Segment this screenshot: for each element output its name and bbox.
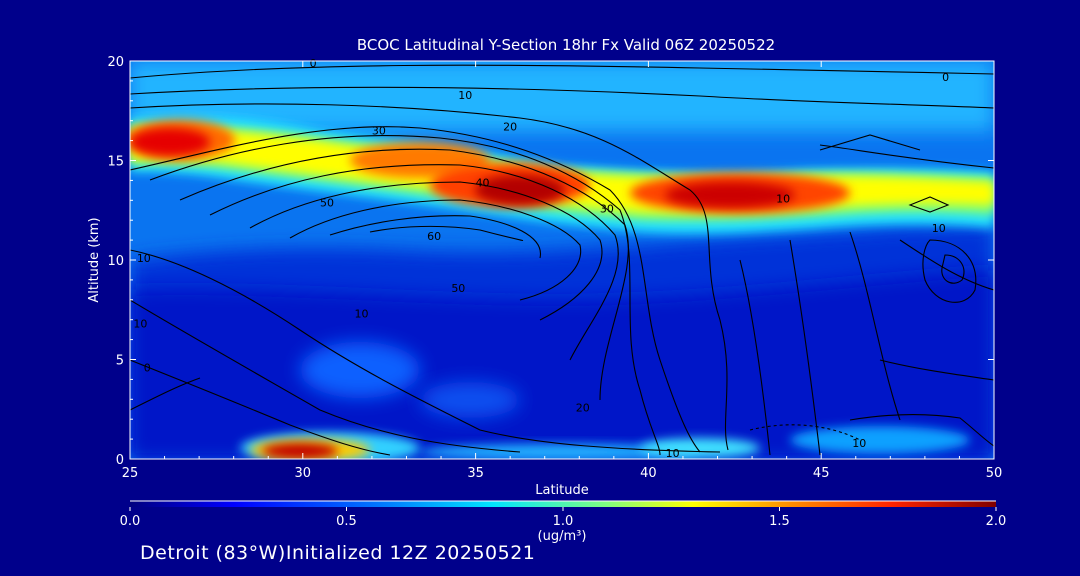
contour-label: 60	[427, 230, 441, 243]
run-info-footer: Detroit (83°W)Initialized 12Z 20250521	[140, 542, 536, 564]
y-tick-label: 0	[116, 453, 124, 468]
contour-label: 10	[133, 318, 147, 331]
contour-label: 0	[310, 57, 317, 70]
contour-label: 20	[576, 401, 590, 414]
contour-label: 10	[666, 447, 680, 460]
x-axis-label: Latitude	[535, 483, 589, 498]
x-tick-label: 35	[467, 466, 484, 481]
y-axis-label: Altitude (km)	[87, 217, 102, 302]
contour-label: 0	[942, 71, 949, 84]
contour-label: 10	[137, 252, 151, 265]
contour-label: 0	[144, 361, 151, 374]
contour-label: 30	[600, 202, 614, 215]
x-tick-label: 50	[986, 466, 1003, 481]
y-tick-label: 20	[107, 55, 124, 70]
x-tick-label: 45	[813, 466, 830, 481]
contour-lines	[130, 64, 994, 456]
contour-label: 30	[372, 125, 386, 138]
colorbar-tick-label: 1.0	[553, 514, 574, 529]
colorbar	[130, 501, 996, 507]
y-tick-label: 15	[107, 155, 124, 170]
contour-label: 50	[320, 196, 334, 209]
colorbar-ticks: 0.0 0.5 1.0 1.5 2.0	[120, 507, 1007, 529]
contour-label: 10	[776, 192, 790, 205]
contour-label: 40	[476, 176, 490, 189]
x-tick-label: 30	[295, 466, 312, 481]
y-tick-label: 5	[116, 354, 124, 369]
contour-label: 10	[932, 222, 946, 235]
y-tick-label: 10	[107, 254, 124, 269]
contour-label: 50	[451, 282, 465, 295]
y-axis: 0 5 10 15 20	[107, 55, 994, 468]
x-axis: 25 30 35 40 45 50	[122, 61, 1003, 481]
x-tick-label: 40	[640, 466, 657, 481]
x-tick-label: 25	[122, 466, 139, 481]
chart-title: BCOC Latitudinal Y-Section 18hr Fx Valid…	[357, 36, 775, 54]
colorbar-tick-label: 0.5	[336, 514, 357, 529]
colorbar-tick-label: 2.0	[986, 514, 1007, 529]
contour-label: 20	[503, 121, 517, 134]
colorbar-unit: (ug/m³)	[538, 529, 587, 544]
concentration-field	[130, 61, 994, 459]
contour-label: 10	[458, 89, 472, 102]
contour-labels: 0 0 10 20 30 40 50 30 60 10 10 10 50 10 10 0 20 10 10	[133, 57, 949, 460]
colorbar-tick-label: 1.5	[769, 514, 790, 529]
contour-label: 10	[852, 437, 866, 450]
colorbar-tick-label: 0.0	[120, 514, 141, 529]
contour-label: 10	[355, 308, 369, 321]
